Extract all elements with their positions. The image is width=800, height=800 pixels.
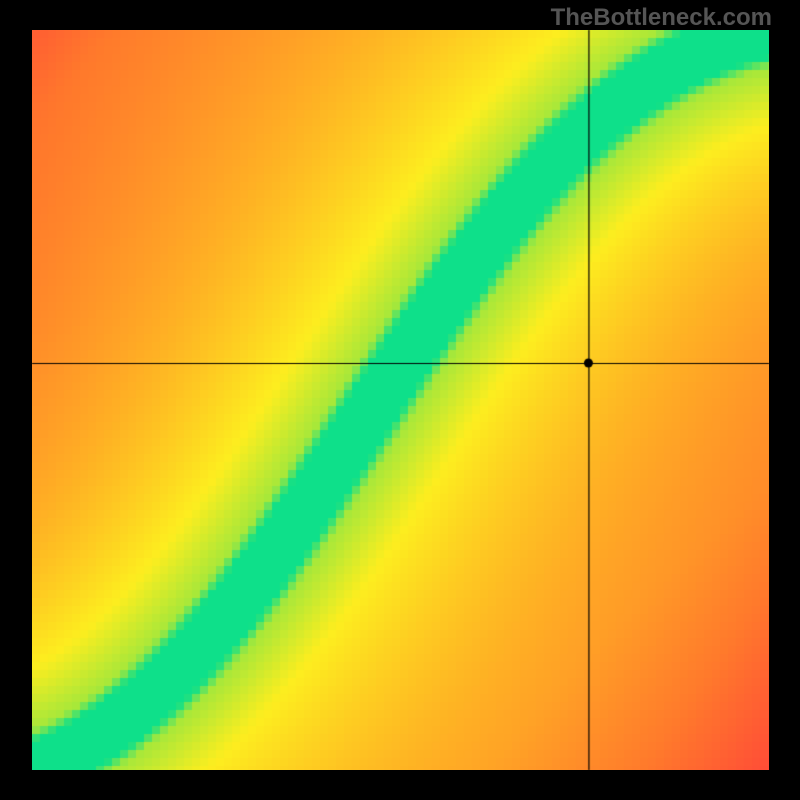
chart-container: TheBottleneck.com [0, 0, 800, 800]
bottleneck-heatmap [32, 30, 769, 770]
watermark-text: TheBottleneck.com [551, 4, 772, 32]
